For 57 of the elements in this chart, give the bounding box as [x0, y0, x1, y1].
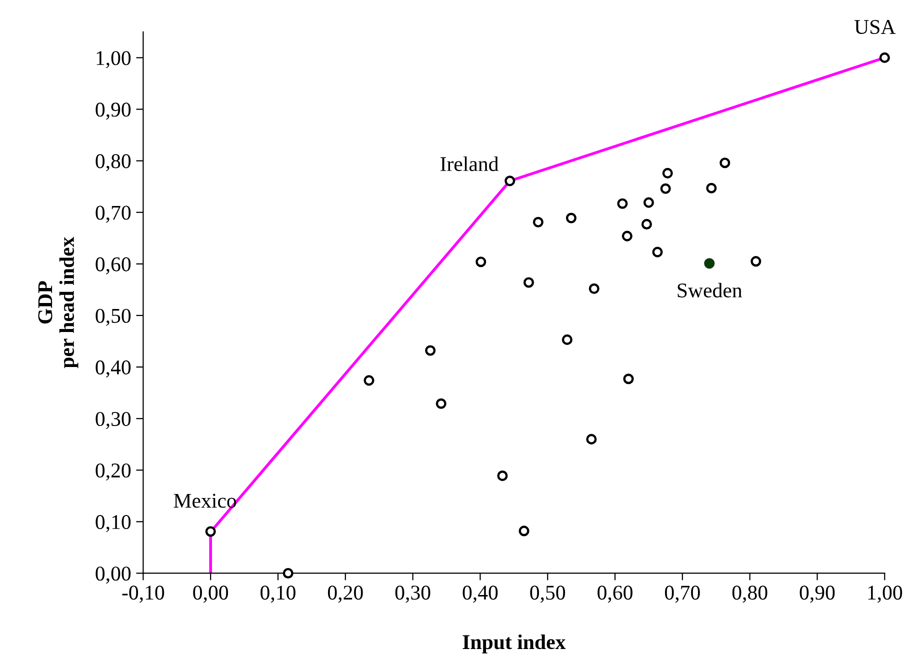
y-tick-label: 0,90 [96, 102, 131, 120]
point [641, 218, 652, 230]
point [617, 198, 628, 209]
y-tick-label: 0,00 [96, 566, 131, 584]
point [660, 183, 671, 194]
point [562, 334, 572, 345]
x-tick-label: 0,50 [530, 586, 566, 603]
point [436, 398, 446, 409]
y-tick-label: 0,40 [96, 360, 131, 378]
point [205, 526, 216, 537]
y-tick-label: 0,50 [96, 308, 131, 326]
x-tick-label: 0,30 [395, 586, 430, 603]
annotation: Sweden [678, 282, 742, 298]
y-tick-label: 0,80 [96, 154, 131, 172]
annotation: USA [854, 20, 896, 34]
point [523, 277, 534, 288]
x-tick-label: 0,70 [664, 586, 700, 603]
point [532, 216, 544, 228]
point [497, 470, 508, 482]
x-tick-label: 0,00 [193, 586, 228, 603]
point [720, 158, 730, 168]
point [588, 283, 600, 294]
x-tick-label: 0,60 [598, 586, 632, 603]
annotation: Ireland [440, 156, 498, 172]
y-tick-label: 0,60 [96, 257, 131, 274]
x-tick-label: 0,40 [462, 586, 498, 603]
y-tick-label: 0,70 [96, 206, 131, 223]
point [704, 258, 715, 269]
point [586, 434, 597, 444]
y-tick-label: 0,20 [96, 463, 131, 481]
point [518, 526, 530, 536]
x-tick-label: -0,10 [122, 586, 164, 603]
point [652, 246, 663, 258]
y-axis-title: GDP per head index [38, 236, 78, 368]
annotation: Mexico [174, 494, 236, 508]
point [622, 230, 632, 242]
x-axis-title: Input index [462, 634, 566, 654]
point [476, 256, 486, 268]
x-tick-label: 0,80 [732, 586, 768, 603]
x-tick-label: 0,20 [328, 586, 363, 603]
point [504, 176, 516, 186]
point [364, 375, 374, 386]
y-tick-label: 1,00 [96, 51, 131, 68]
point [662, 168, 673, 178]
point [750, 256, 762, 267]
point [623, 374, 634, 384]
x-tick-label: 0,90 [800, 586, 835, 603]
y-tick-label: 0,30 [96, 412, 131, 429]
x-tick-label: 1,00 [868, 586, 902, 603]
point [643, 197, 654, 208]
y-tick-label: 0,10 [96, 515, 131, 532]
x-tick-label: 0,10 [260, 586, 296, 603]
point [879, 52, 890, 63]
point [566, 212, 576, 224]
point [706, 182, 717, 194]
point [282, 568, 294, 579]
point [425, 345, 436, 356]
